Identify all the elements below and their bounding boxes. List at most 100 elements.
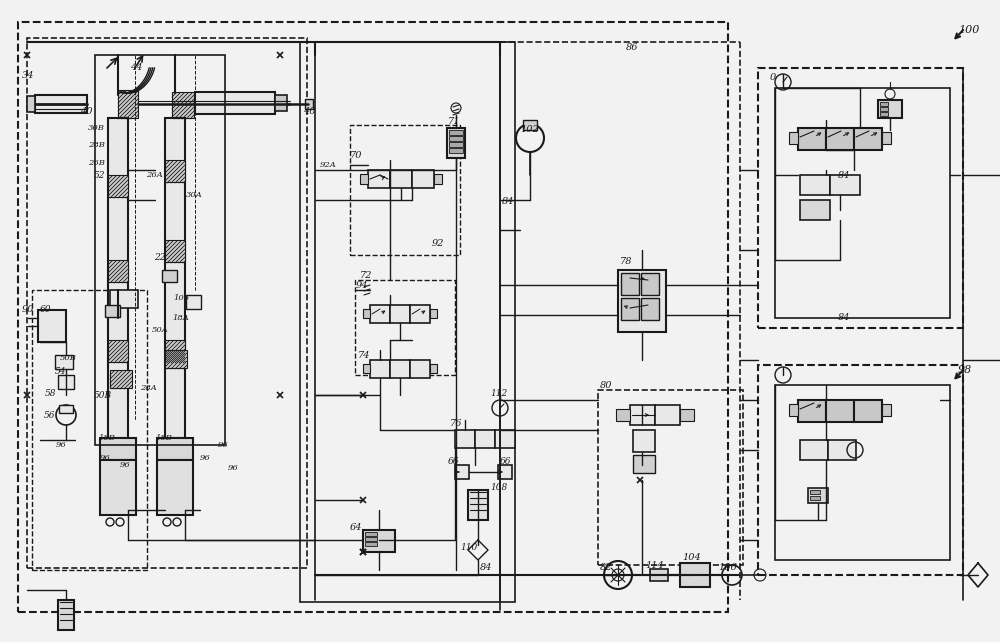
Text: 0: 0 (770, 73, 776, 83)
Bar (775, 88, 950, 318)
Text: 112: 112 (490, 388, 507, 397)
Text: 82: 82 (600, 564, 612, 573)
Bar (32, 290, 147, 570)
Bar (58, 375, 74, 389)
Bar (449, 130, 463, 135)
Text: 96: 96 (56, 441, 67, 449)
Bar (363, 309, 370, 318)
Text: 18B: 18B (155, 434, 172, 442)
Text: 40: 40 (303, 107, 316, 116)
Bar (655, 405, 680, 425)
Bar (650, 569, 668, 581)
Bar (789, 132, 798, 144)
Text: 34: 34 (22, 71, 34, 80)
Bar (800, 175, 830, 195)
Text: 114: 114 (645, 560, 664, 569)
Text: 94: 94 (356, 281, 368, 290)
Text: 96: 96 (120, 461, 131, 469)
Bar (800, 440, 828, 460)
Bar (95, 55, 225, 445)
Text: 56: 56 (44, 410, 56, 419)
Text: 76: 76 (450, 419, 462, 428)
Bar (38, 310, 66, 342)
Bar (58, 600, 74, 630)
Bar (882, 132, 891, 144)
Bar (789, 404, 798, 416)
Bar (826, 128, 854, 150)
Bar (370, 360, 390, 378)
Text: 84: 84 (502, 198, 514, 207)
Text: 84: 84 (480, 564, 492, 573)
Bar (758, 68, 963, 328)
Bar (118, 90, 138, 118)
Text: 60: 60 (40, 306, 52, 315)
Text: 80: 80 (600, 381, 612, 390)
Bar (165, 240, 185, 262)
Text: 50A: 50A (152, 326, 169, 334)
Text: 30B: 30B (88, 124, 105, 132)
Bar (775, 385, 950, 560)
Bar (35, 95, 87, 113)
Bar (880, 107, 888, 111)
Bar (633, 430, 655, 452)
Bar (350, 125, 460, 255)
Bar (598, 390, 743, 565)
Bar (300, 42, 515, 602)
Bar (618, 270, 666, 332)
Bar (412, 170, 434, 188)
Text: 50B: 50B (60, 354, 77, 362)
Bar (880, 102, 888, 106)
Bar (368, 170, 390, 188)
Bar (810, 490, 820, 494)
Text: 106: 106 (173, 294, 189, 302)
Bar (430, 364, 437, 373)
Bar (390, 305, 410, 323)
Text: 84: 84 (838, 171, 850, 180)
Bar (363, 530, 395, 552)
Bar (523, 120, 537, 130)
Bar (758, 365, 963, 575)
Bar (18, 22, 728, 612)
Bar (475, 430, 495, 448)
Bar (157, 438, 193, 460)
Bar (27, 38, 307, 568)
Bar (830, 175, 860, 195)
Bar (186, 295, 201, 309)
Text: 30A: 30A (186, 191, 203, 199)
Text: 28B: 28B (88, 141, 105, 149)
Bar (630, 405, 655, 425)
Text: 44: 44 (130, 64, 143, 73)
Text: 66: 66 (448, 458, 460, 467)
Bar (880, 112, 888, 116)
Bar (195, 92, 275, 114)
Text: 106: 106 (718, 564, 737, 573)
Text: 18A: 18A (172, 314, 189, 322)
Text: 96: 96 (100, 454, 111, 462)
Bar (165, 160, 185, 182)
Bar (108, 118, 128, 438)
Bar (808, 488, 828, 503)
Text: 78: 78 (620, 257, 633, 266)
Text: 90: 90 (22, 306, 34, 315)
Bar (430, 309, 437, 318)
Bar (365, 537, 377, 541)
Text: 26A: 26A (146, 171, 163, 179)
Bar (100, 438, 136, 460)
Bar (390, 170, 412, 188)
Bar (275, 95, 287, 111)
Text: 71: 71 (448, 117, 460, 126)
Text: 104: 104 (682, 553, 701, 562)
Text: 110: 110 (460, 544, 477, 553)
Bar (157, 460, 193, 515)
Text: 84: 84 (838, 313, 850, 322)
Bar (305, 99, 313, 109)
Bar (455, 430, 475, 448)
Bar (455, 465, 469, 479)
Bar (798, 400, 826, 422)
Bar (162, 270, 177, 282)
Text: 100: 100 (958, 25, 979, 35)
Bar (828, 440, 856, 460)
Text: 50B: 50B (94, 390, 112, 399)
Bar (165, 340, 185, 362)
Text: 28A: 28A (140, 384, 157, 392)
